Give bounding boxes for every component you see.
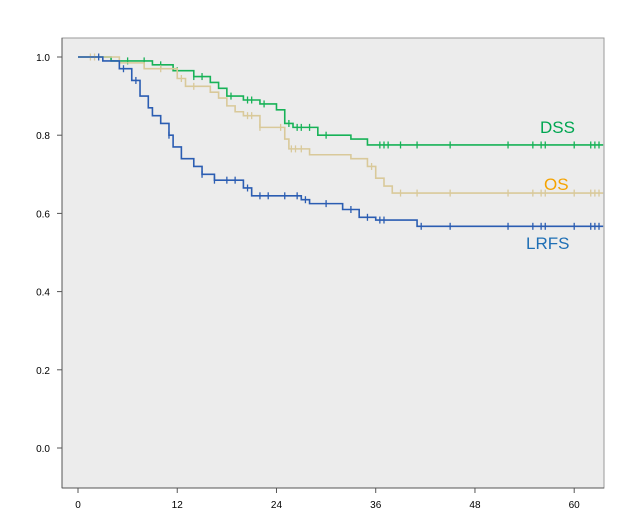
x-tick-label: 12 [172, 500, 184, 511]
series-lrfs [78, 53, 604, 230]
y-tick-label: 0.4 [36, 288, 50, 299]
series-label-lrfs: LRFS [526, 234, 569, 253]
series-dss [78, 56, 604, 149]
y-tick-label: 0.0 [36, 444, 50, 455]
y-tick-label: 0.2 [36, 366, 50, 377]
x-tick-label: 48 [469, 500, 481, 511]
plot-area [61, 37, 605, 489]
y-tick-label: 0.8 [36, 131, 50, 142]
series-os [78, 53, 604, 197]
series-label-os: OS [544, 175, 569, 194]
series-label-dss: DSS [540, 118, 575, 137]
survival-curve-lrfs [78, 56, 604, 228]
x-tick-label: 60 [569, 500, 581, 511]
y-tick-label: 1.0 [36, 53, 50, 64]
y-tick-label: 0.6 [36, 209, 50, 220]
survival-curve-dss [78, 56, 604, 146]
x-tick-label: 24 [271, 500, 283, 511]
x-tick-label: 0 [75, 500, 81, 511]
x-tick-label: 36 [370, 500, 382, 511]
